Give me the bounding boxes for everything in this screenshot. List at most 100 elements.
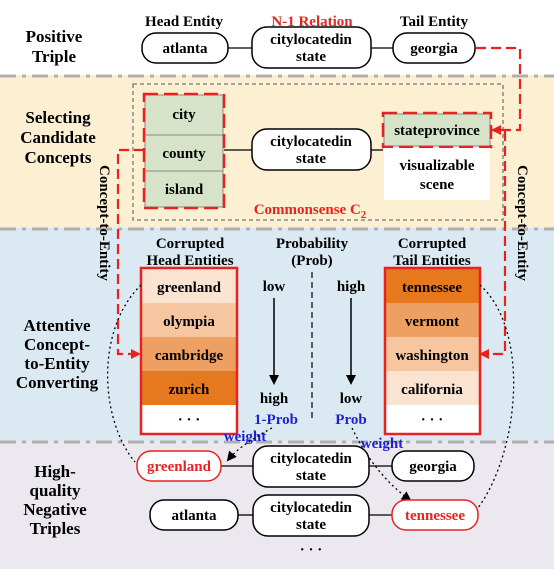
right-weight-word: weight (361, 436, 404, 452)
section-labels: Positive Triple Selecting Candidate Conc… (16, 27, 99, 538)
head-entity-greenland (142, 269, 236, 303)
corrupted-tail-header-2: Tail Entities (393, 253, 471, 269)
tail-entity-text-3: washington (395, 348, 469, 364)
head-concept-county (144, 134, 224, 172)
label-negative-4: Triples (30, 519, 81, 538)
tail-to-concept-arrow (476, 46, 522, 135)
commonsense-box (132, 83, 504, 221)
selecting-relation-text-2: state (296, 151, 326, 167)
tail-entity-text-4: california (401, 382, 463, 398)
negative2-tail-node (391, 499, 479, 531)
left-scale-high: high (260, 391, 289, 407)
right-scale-low: low (340, 391, 363, 407)
head-entity-header: Head Entity (145, 14, 223, 30)
head-entity-zurich (142, 371, 236, 405)
tail-entities-frame (383, 266, 482, 436)
head-entity-text-5: · · · (178, 412, 201, 428)
left-concept-to-entity-label: Concept-to-Entity (96, 165, 112, 281)
tail-selection-curve (477, 284, 515, 509)
label-negative-3: Negative (23, 500, 87, 519)
tail-concept-text-visualizable-2: scene (420, 177, 454, 193)
section-dividers (0, 74, 554, 444)
tail-entity-tennessee (386, 269, 479, 303)
probability-header-2: (Prob) (291, 253, 332, 269)
head-entity-text-4: zurich (169, 382, 210, 398)
negative1-tail-node (391, 450, 475, 482)
relation-header: N-1 Relation (271, 14, 353, 30)
label-selecting-3: Concepts (24, 148, 91, 167)
negative2-relation-text-2: state (296, 517, 326, 533)
left-weight-arrow (226, 427, 273, 462)
concept-to-tail-entities-arrow (479, 128, 507, 359)
head-concept-text-city: city (172, 107, 196, 123)
tail-entity-vermont (386, 303, 479, 337)
tail-entity-text-2: vermont (405, 314, 459, 330)
tail-entity-header: Tail Entity (400, 14, 469, 30)
negative1-relation-node (252, 445, 370, 488)
left-weight-label: 1-Prob (254, 412, 298, 428)
tail-entity-california (386, 371, 479, 405)
positive-relation-node (251, 26, 372, 69)
selecting-relation-node (251, 128, 372, 171)
negative1-tail-text: georgia (409, 459, 457, 475)
negative2-head-node (149, 499, 239, 531)
tail-entity-text-5: · · · (421, 412, 444, 428)
negative1-head-node (136, 450, 222, 482)
head-entity-cambridge (142, 337, 236, 371)
label-positive-2: Triple (32, 47, 77, 66)
head-concept-island (144, 170, 224, 208)
probability-header-1: Probability (276, 236, 349, 252)
label-negative-2: quality (29, 481, 81, 500)
head-concept-text-county: county (162, 146, 206, 162)
tail-entity-ellipsis (386, 405, 479, 433)
label-positive-1: Positive (26, 27, 83, 46)
corrupted-tail-header-1: Corrupted (398, 236, 467, 252)
negative2-head-text: atlanta (172, 508, 218, 524)
corrupted-head-header-2: Head Entities (146, 253, 233, 269)
label-attentive-1: Attentive (23, 316, 90, 335)
label-attentive-4: Converting (16, 373, 99, 392)
label-attentive-2: Concept- (24, 335, 90, 354)
right-scale-high: high (337, 279, 366, 295)
positive-relation-text-2: state (296, 49, 326, 65)
tail-entity-washington (386, 337, 479, 371)
concept-to-head-entities-arrow (116, 148, 144, 359)
head-entities-frame (139, 266, 239, 436)
negative2-relation-node (252, 494, 370, 537)
tail-concept-stateprovince (383, 113, 491, 147)
positive-tail-node (392, 32, 476, 64)
head-entity-text-2: olympia (163, 314, 215, 330)
head-entity-text-3: cambridge (155, 348, 224, 364)
label-negative-1: High- (34, 462, 76, 481)
positive-relation-text-1: citylocatedin (270, 32, 352, 48)
negative2-relation-text-1: citylocatedin (270, 500, 352, 516)
positive-head-text: atlanta (163, 41, 209, 57)
label-attentive-3: to-Entity (24, 354, 90, 373)
head-selection-curve (107, 284, 142, 463)
left-scale-low: low (263, 279, 286, 295)
commonsense-label: Commonsense C2 (254, 202, 367, 221)
tail-entity-text-1: tennessee (402, 280, 462, 296)
head-entity-ellipsis (142, 405, 236, 433)
negative1-relation-text-1: citylocatedin (270, 451, 352, 467)
tail-concept-text-stateprovince: stateprovince (394, 123, 480, 139)
right-weight-arrow (351, 427, 412, 502)
right-concept-to-entity-label: Concept-to-Entity (514, 165, 530, 281)
left-weight-word: weight (224, 429, 267, 445)
head-concept-city (144, 94, 224, 136)
negative1-relation-text-2: state (296, 468, 326, 484)
head-entity-olympia (142, 303, 236, 337)
corrupted-head-header-1: Corrupted (156, 236, 225, 252)
label-selecting-2: Candidate (20, 128, 96, 147)
negative1-head-text: greenland (147, 459, 212, 475)
tail-concept-visualizable (384, 148, 490, 200)
positive-tail-text: georgia (410, 41, 458, 57)
positive-head-node (141, 32, 229, 64)
negative-ellipsis: · · · (300, 542, 323, 558)
negative2-tail-text: tennessee (405, 508, 465, 524)
tail-concept-text-visualizable-1: visualizable (399, 158, 474, 174)
label-selecting-1: Selecting (25, 108, 91, 127)
right-weight-label: Prob (335, 412, 366, 428)
head-concept-text-island: island (165, 182, 204, 198)
selecting-relation-text-1: citylocatedin (270, 134, 352, 150)
